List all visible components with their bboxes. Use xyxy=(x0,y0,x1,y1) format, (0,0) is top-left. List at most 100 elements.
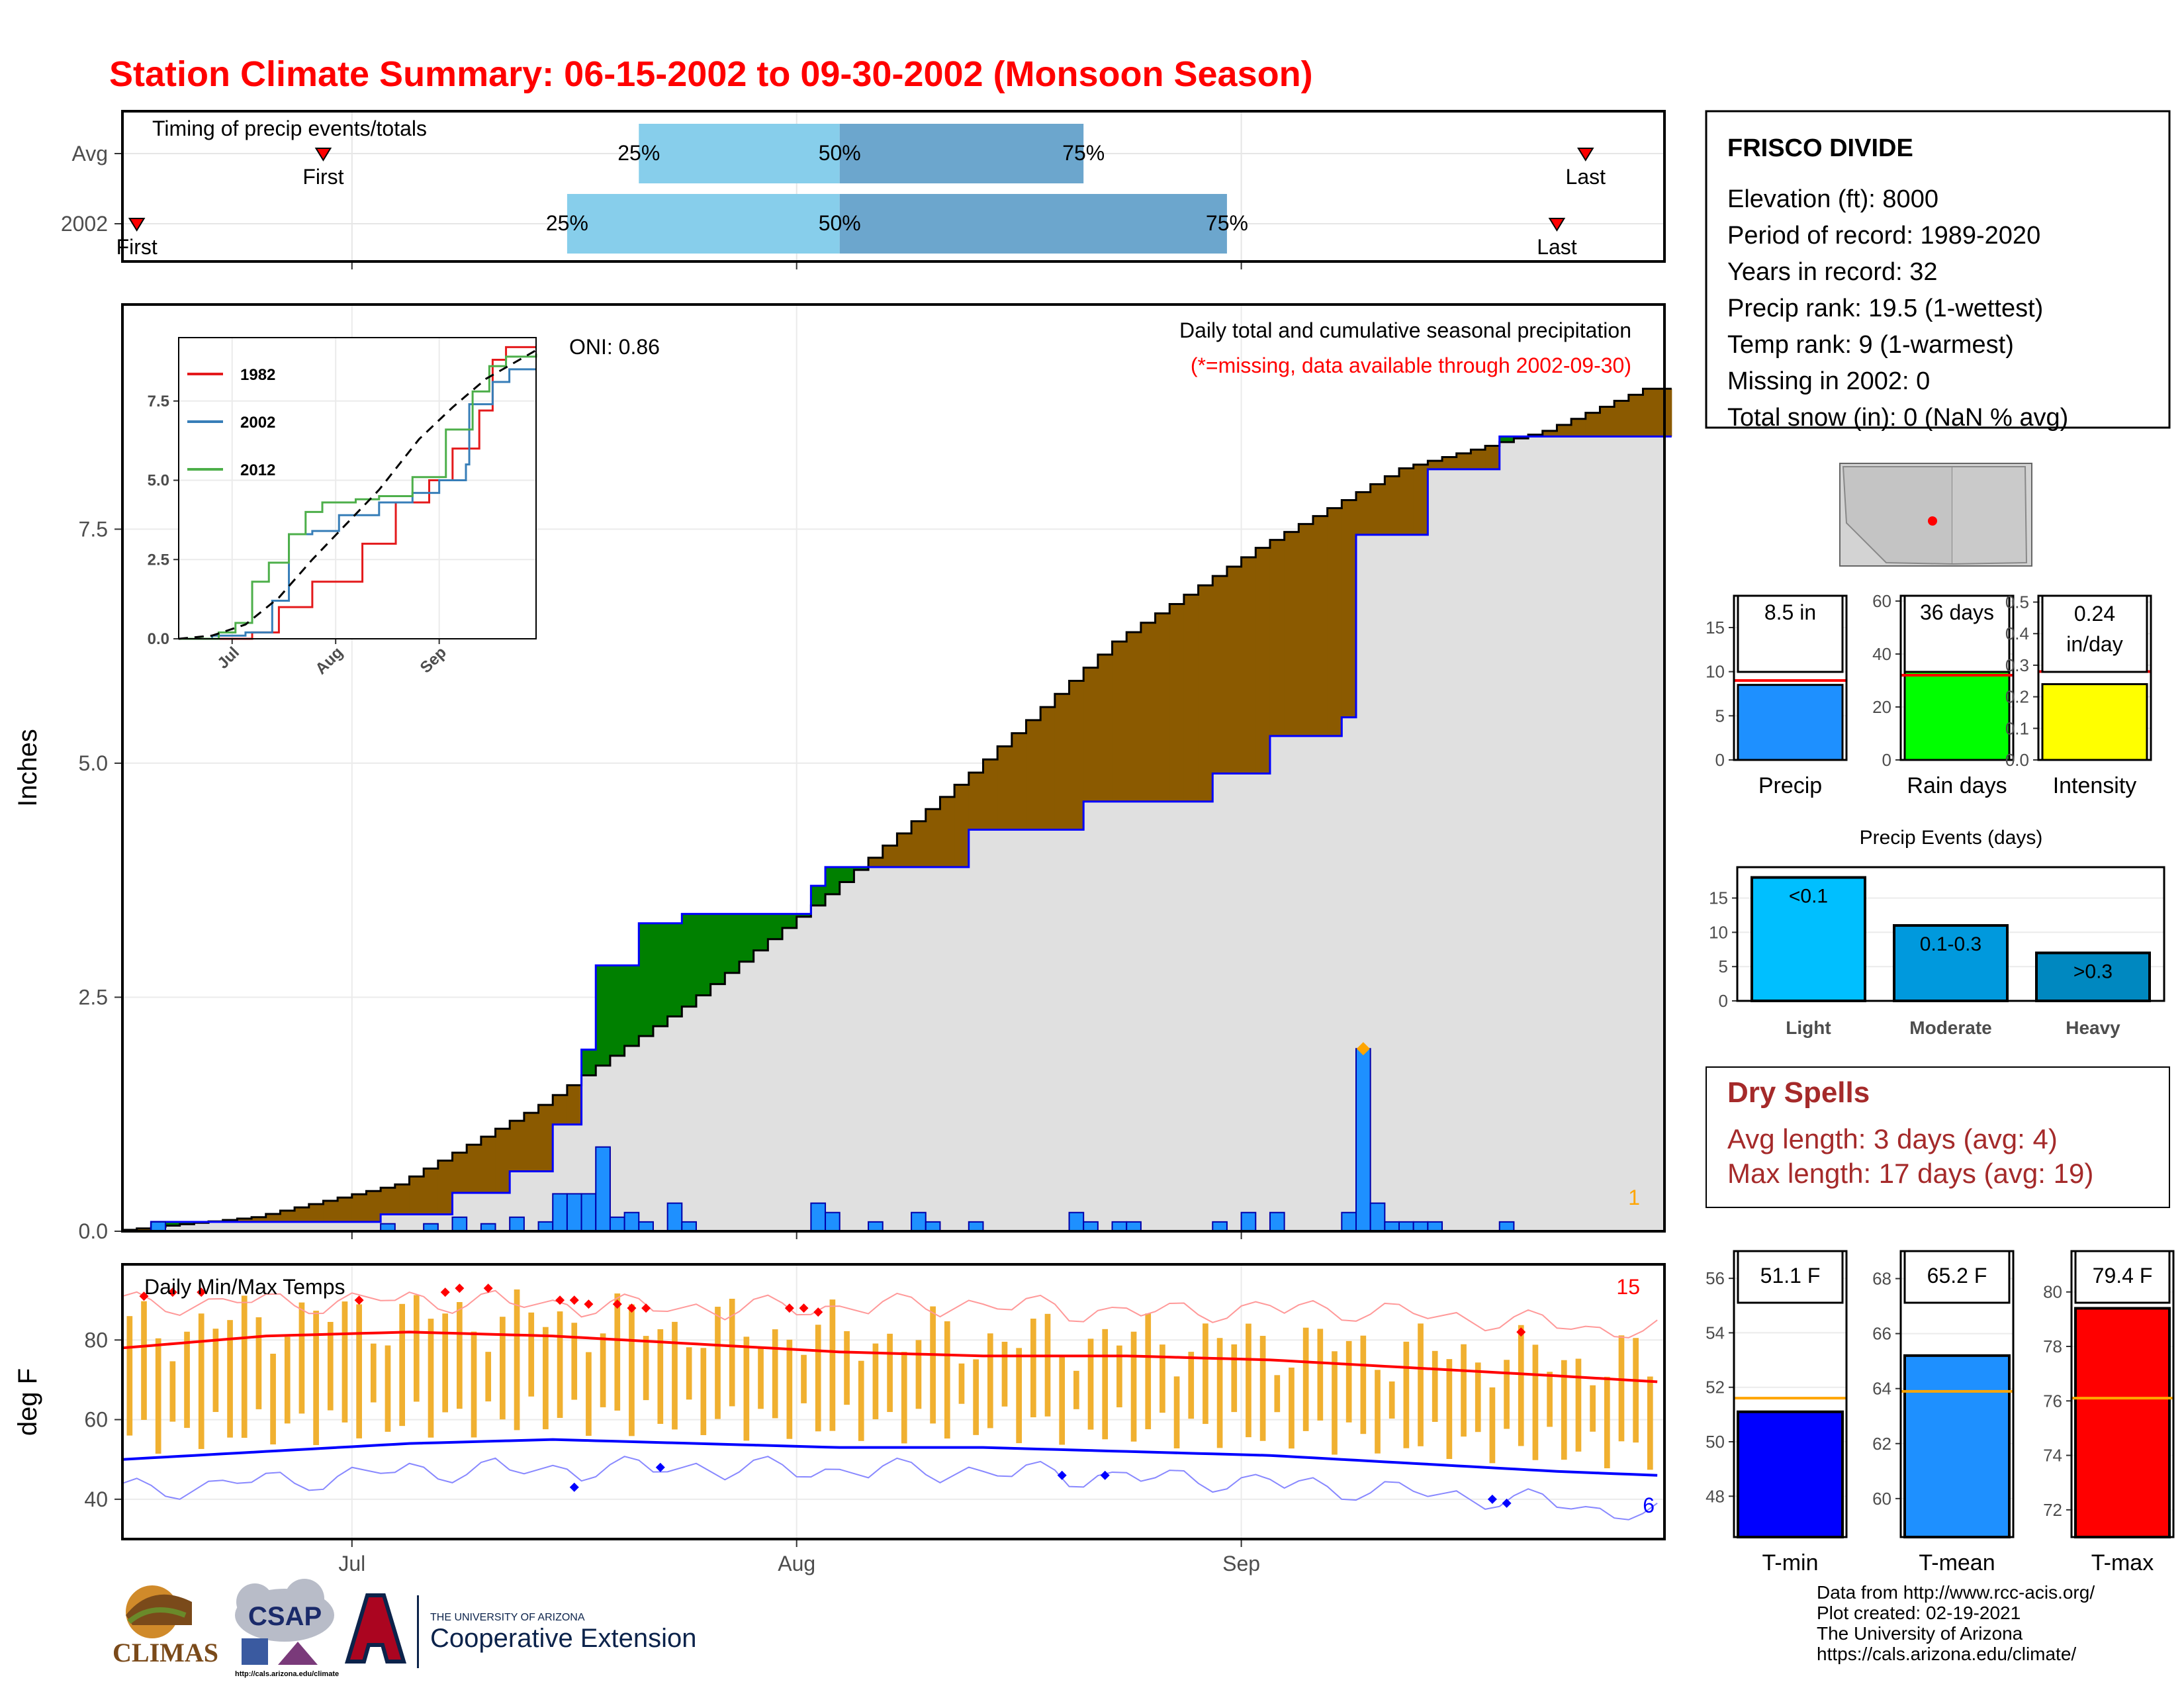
mini-frame xyxy=(2037,594,2152,761)
tbar-tick-label: 74 xyxy=(2043,1446,2062,1466)
below-avg-fill xyxy=(968,773,983,830)
max-daily-marker xyxy=(1356,1042,1370,1056)
dry-spells-title: Dry Spells xyxy=(1727,1076,1870,1109)
below-avg-fill xyxy=(1112,641,1127,802)
tbar-tick-label: 80 xyxy=(2043,1282,2062,1302)
record-high-marker xyxy=(483,1284,493,1293)
daily-precip-bar xyxy=(1369,1202,1386,1233)
daily-temp-range-bar xyxy=(1590,1385,1596,1432)
x-tick-label: Sep xyxy=(1222,1552,1260,1575)
daily-temp-range-bar xyxy=(858,1360,864,1441)
station-location-dot xyxy=(1928,516,1937,526)
mini-tick-label: 0.2 xyxy=(2005,687,2029,707)
daily-temp-range-bar xyxy=(1475,1362,1481,1432)
precip-subtitle: Daily total and cumulative seasonal prec… xyxy=(1179,318,1631,342)
daily-precip-bar xyxy=(1111,1221,1128,1233)
tbar-tick-label: 52 xyxy=(1706,1378,1725,1397)
above-avg-fill xyxy=(610,965,625,1056)
daily-precip-bar xyxy=(595,1146,611,1233)
daily-temp-range-bar xyxy=(327,1321,334,1411)
record-high-marker xyxy=(612,1299,622,1309)
above-avg-fill xyxy=(753,914,768,951)
above-avg-fill xyxy=(1499,436,1514,442)
footer-line: Data from http://www.rcc-acis.org/ xyxy=(1817,1582,2095,1603)
ua-logo: THE UNIVERSITY OF ARIZONA Cooperative Ex… xyxy=(344,1593,696,1668)
daily-temp-range-bar xyxy=(614,1293,621,1411)
daily-precip-bar xyxy=(1126,1221,1142,1233)
daily-precip-bar xyxy=(580,1193,597,1232)
daily-temp-range-bar xyxy=(155,1338,161,1454)
below-avg-fill xyxy=(1342,500,1357,718)
y-tick-label: 80 xyxy=(84,1328,108,1352)
daily-precip-bar xyxy=(681,1221,697,1233)
daily-temp-range-bar xyxy=(1030,1319,1036,1418)
timing-panel-label: Timing of precip events/totals xyxy=(152,117,427,140)
record-high-marker xyxy=(641,1303,651,1313)
below-avg-fill xyxy=(1628,395,1643,437)
footer-line: The University of Arizona xyxy=(1817,1623,2023,1644)
below-avg-fill xyxy=(394,1184,410,1215)
daily-temp-range-bar xyxy=(700,1348,707,1436)
below-avg-fill xyxy=(1083,667,1099,802)
below-avg-fill xyxy=(1385,476,1400,535)
mini-bar-label: Rain days xyxy=(1907,773,2007,798)
daily-temp-range-bar xyxy=(1332,1351,1338,1455)
timing-bar-q50-q75 xyxy=(839,124,1084,183)
daily-temp-range-bar xyxy=(915,1340,922,1409)
below-avg-fill xyxy=(1226,566,1242,774)
events-tick-label: 5 xyxy=(1719,957,1728,976)
daily-temp-range-bar xyxy=(944,1321,950,1439)
mini-value-box xyxy=(1903,594,2011,673)
daily-temp-range-bar xyxy=(815,1325,821,1432)
first-event-marker xyxy=(314,148,332,162)
events-category: Moderate xyxy=(1909,1017,1991,1038)
below-avg-fill xyxy=(1456,453,1471,469)
y-tick-label: 40 xyxy=(84,1487,108,1511)
below-avg-fill xyxy=(323,1201,338,1222)
daily-precip-bar xyxy=(552,1193,568,1232)
daily-temp-range-bar xyxy=(1432,1350,1438,1422)
above-avg-fill xyxy=(839,867,854,882)
below-avg-fill xyxy=(1011,733,1026,830)
events-tick-label: 10 xyxy=(1709,922,1728,942)
record-high-marker xyxy=(584,1299,594,1309)
below-avg-fill xyxy=(1442,457,1457,469)
above-avg-fill xyxy=(854,867,869,870)
daily-temp-range-bar xyxy=(772,1329,778,1419)
daily-temp-range-bar xyxy=(1044,1313,1051,1417)
y-tick-label: 5.0 xyxy=(79,751,108,775)
below-avg-fill xyxy=(1054,694,1070,830)
daily-temp-range-bar xyxy=(1203,1323,1208,1425)
mini-value-box xyxy=(2041,594,2148,673)
record-high-marker xyxy=(784,1303,794,1313)
tbar-tick-label: 48 xyxy=(1706,1486,1725,1506)
daily-temp-range-bar xyxy=(1001,1341,1008,1407)
record-high-marker xyxy=(627,1303,637,1313)
daily-temp-range-bar xyxy=(428,1319,434,1438)
daily-temp-range-bar xyxy=(543,1327,549,1430)
daily-temp-range-bar xyxy=(227,1320,233,1438)
x-tick-label: Jul xyxy=(338,1552,365,1575)
csap-url: http://cals.arizona.edu/climate xyxy=(235,1670,339,1678)
daily-temp-range-bar xyxy=(887,1333,893,1413)
below-avg-fill xyxy=(567,1085,582,1125)
daily-temp-range-bar xyxy=(370,1343,377,1403)
timing-row-label: Avg xyxy=(71,142,108,165)
y-axis-label: Inches xyxy=(13,729,42,807)
mini-bar-intensity xyxy=(2041,683,2148,761)
daily-precip-bar xyxy=(911,1211,927,1232)
below-avg-fill xyxy=(265,1213,281,1222)
below-avg-fill xyxy=(868,857,884,867)
above-avg-fill xyxy=(782,914,797,928)
temp-avg-max-line xyxy=(122,1331,1658,1383)
daily-temp-range-bar xyxy=(1274,1375,1281,1413)
daily-temp-range-bar xyxy=(600,1333,606,1407)
temp-panel: Daily Min/Max Temps 15 6 40 60 80 Jul Aug Sep deg… xyxy=(13,1263,1666,1575)
above-avg-fill xyxy=(581,1049,596,1076)
logo-strip: CLIMAS CSAP http://cals.arizona.edu/clim… xyxy=(113,1579,696,1678)
daily-temp-range-bar xyxy=(1375,1370,1381,1454)
daily-temp-range-bar xyxy=(1216,1338,1223,1448)
last-event-label: Last xyxy=(1566,165,1606,189)
below-avg-fill xyxy=(437,1160,453,1215)
